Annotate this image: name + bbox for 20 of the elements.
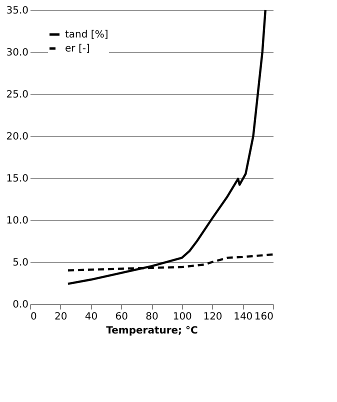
x-axis-title: Temperature; °C: [106, 326, 198, 336]
x-tick-label: 140: [234, 312, 253, 322]
legend-label: tand [%]: [65, 30, 108, 40]
y-tick-label: 35.0: [6, 6, 28, 16]
y-tick-label: 15.0: [6, 174, 28, 184]
x-tick-label: 160: [254, 312, 274, 322]
y-tick-label: 0.0: [12, 300, 28, 310]
y-tick-label: 5.0: [12, 258, 28, 268]
legend-label: er [-]: [65, 44, 90, 54]
x-tick-label: 0: [30, 312, 37, 322]
x-tick-label: 20: [54, 312, 68, 322]
x-tick-label: 60: [115, 312, 128, 322]
x-tick-label: 120: [203, 312, 222, 322]
y-tick-label: 10.0: [6, 216, 28, 226]
x-tick-label: 40: [84, 312, 98, 322]
y-tick-label: 30.0: [6, 48, 28, 58]
y-tick-label: 25.0: [6, 90, 28, 100]
y-tick-label: 20.0: [6, 132, 28, 142]
x-tick-label: 100: [172, 312, 192, 322]
x-tick-label: 80: [146, 312, 158, 322]
